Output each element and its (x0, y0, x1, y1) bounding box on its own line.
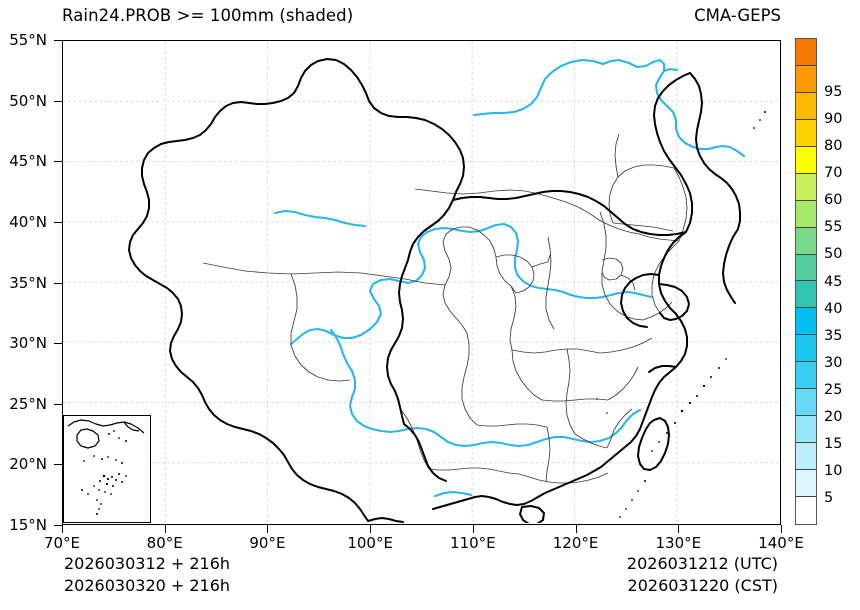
x-tick-label: 100°E (347, 534, 393, 552)
colorbar-segment (796, 173, 816, 201)
x-tick-label: 70°E (43, 534, 81, 552)
colorbar[interactable] (795, 38, 817, 525)
colorbar-segment (796, 335, 816, 363)
colorbar-tick-label: 20 (824, 408, 843, 425)
y-tick-mark (54, 464, 62, 466)
x-tick-mark (575, 525, 577, 533)
colorbar-segment (796, 470, 816, 497)
y-tick-mark (54, 161, 62, 163)
x-tick-mark (781, 525, 782, 533)
y-tick-mark (54, 282, 62, 284)
y-tick-label: 35°N (9, 273, 47, 292)
national-border-layer (128, 58, 741, 523)
colorbar-tick-label: 90 (824, 111, 843, 128)
colorbar-segment (796, 119, 816, 147)
colorbar-tick-label: 15 (824, 435, 843, 452)
footer-init-utc: 2026030312 + 216h (64, 554, 231, 573)
x-tick-label: 110°E (450, 534, 496, 552)
province-border-layer (202, 133, 688, 523)
x-tick-label: 140°E (758, 534, 804, 552)
colorbar-tick-label: 30 (824, 354, 843, 371)
river-layer (273, 58, 746, 498)
colorbar-tick-label: 95 (824, 84, 843, 101)
colorbar-segment (796, 362, 816, 390)
colorbar-segment (796, 443, 816, 470)
colorbar-tick-label: 80 (824, 138, 843, 155)
x-tick-mark (472, 525, 474, 533)
x-tick-mark (678, 525, 680, 533)
x-tick-mark (62, 525, 63, 533)
colorbar-segment (796, 496, 816, 524)
y-tick-mark (54, 40, 62, 41)
x-tick-label: 130°E (655, 534, 702, 552)
y-tick-label: 40°N (9, 212, 47, 231)
colorbar-segment (796, 389, 816, 417)
colorbar-tick-label: 10 (824, 462, 843, 479)
colorbar-tick-label: 55 (824, 219, 843, 236)
colorbar-segment (796, 281, 816, 309)
colorbar-tick-label: 40 (824, 300, 843, 317)
colorbar-tick-label: 70 (824, 165, 843, 182)
colorbar-segment (796, 39, 816, 66)
colorbar-segment (796, 254, 816, 282)
colorbar-tick-label: 50 (824, 246, 843, 263)
x-tick-mark (164, 525, 166, 533)
y-tick-mark (54, 525, 62, 526)
colorbar-tick-label: 45 (824, 273, 843, 290)
colorbar-segment (796, 227, 816, 255)
colorbar-tick-label: 25 (824, 381, 843, 398)
y-tick-label: 50°N (9, 91, 47, 110)
y-tick-label: 45°N (9, 152, 47, 171)
y-tick-mark (54, 221, 62, 223)
map-plot-area[interactable] (62, 40, 781, 525)
footer-init-cst: 2026030320 + 216h (64, 576, 231, 595)
y-tick-mark (54, 403, 62, 405)
colorbar-tick-label: 60 (824, 192, 843, 209)
model-label: CMA-GEPS (694, 6, 781, 25)
x-tick-label: 120°E (552, 534, 599, 552)
y-tick-label: 55°N (9, 31, 47, 49)
colorbar-segment (796, 308, 816, 336)
island-dots-layer (596, 111, 766, 518)
map-canvas (63, 41, 779, 523)
colorbar-segment (796, 65, 816, 93)
inset-canvas (67, 419, 145, 515)
colorbar-tick-label: 5 (824, 489, 834, 506)
page-title: Rain24.PROB >= 100mm (shaded) (62, 6, 354, 25)
y-tick-label: 30°N (9, 334, 47, 353)
colorbar-tick-label: 35 (824, 327, 843, 344)
footer-valid-cst: 2026031220 (CST) (627, 576, 778, 595)
y-tick-label: 15°N (9, 516, 47, 534)
colorbar-segment (796, 416, 816, 444)
y-tick-mark (54, 343, 62, 345)
colorbar-segment (796, 200, 816, 228)
y-tick-label: 20°N (9, 455, 47, 474)
x-tick-mark (267, 525, 269, 533)
x-tick-label: 80°E (146, 534, 183, 552)
colorbar-segment (796, 146, 816, 174)
footer-valid-utc: 2026031212 (UTC) (626, 554, 778, 573)
x-tick-label: 90°E (249, 534, 286, 552)
y-tick-label: 25°N (9, 394, 47, 413)
y-tick-mark (54, 100, 62, 102)
x-tick-mark (370, 525, 372, 533)
colorbar-segment (796, 92, 816, 120)
south-china-sea-inset[interactable] (63, 415, 151, 523)
